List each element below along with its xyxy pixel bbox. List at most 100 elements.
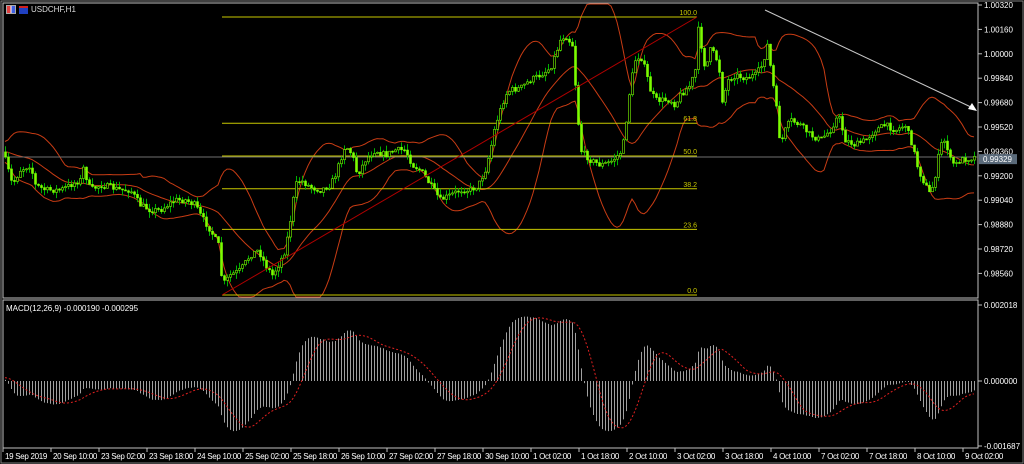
candle — [736, 68, 739, 85]
candle — [913, 144, 916, 155]
candle — [4, 146, 7, 159]
candle — [61, 185, 64, 193]
candle — [934, 175, 937, 192]
time-label: 4 Oct 10:00 — [773, 452, 812, 461]
candle — [178, 194, 181, 205]
candle — [523, 83, 526, 89]
candle — [565, 37, 568, 41]
candle — [136, 189, 139, 203]
candle — [349, 147, 352, 157]
candle — [685, 85, 688, 96]
candle — [28, 163, 31, 173]
price-tick-label: 1.00320 — [984, 1, 1013, 10]
candle — [223, 274, 226, 285]
candle — [961, 156, 964, 164]
candle — [817, 134, 820, 143]
candle — [541, 71, 544, 78]
candle — [763, 59, 766, 72]
candle — [925, 179, 928, 186]
candle — [193, 199, 196, 208]
candle — [415, 163, 418, 172]
time-axis[interactable]: 19 Sep 2019 20 Sep 10:00 23 Sep 02:00 23 Se… — [2, 448, 1004, 461]
price-tick-label: 0.99680 — [984, 99, 1013, 108]
candle — [703, 46, 706, 71]
candle — [364, 161, 367, 171]
candle — [826, 129, 829, 137]
candle — [184, 198, 187, 207]
trend-line[interactable] — [221, 16, 698, 296]
candle — [328, 183, 331, 191]
candle — [253, 251, 256, 258]
candle — [640, 58, 643, 62]
macd-tick-label: 0.002018 — [984, 301, 1018, 310]
candle — [838, 113, 841, 123]
time-label: 9 Oct 02:00 — [965, 452, 1004, 461]
time-label: 20 Sep 10:00 — [53, 452, 98, 461]
candle — [316, 189, 319, 194]
candle — [370, 151, 373, 162]
candle — [778, 101, 781, 139]
candle — [757, 61, 760, 77]
candle — [895, 129, 898, 134]
candle — [100, 181, 103, 193]
candle — [394, 148, 397, 153]
candle — [421, 169, 424, 172]
candle — [367, 151, 370, 165]
candle — [823, 130, 826, 139]
candle — [568, 35, 571, 46]
candle — [718, 55, 721, 77]
candle — [391, 150, 394, 154]
candle — [55, 185, 58, 199]
candle — [610, 157, 613, 165]
candle — [148, 203, 151, 218]
candle — [532, 74, 535, 85]
candle — [676, 101, 679, 108]
candle — [742, 76, 745, 83]
candle — [943, 138, 946, 149]
candle — [322, 187, 325, 197]
candle — [520, 84, 523, 91]
candle — [241, 263, 244, 273]
candle — [553, 51, 556, 74]
candle — [958, 160, 961, 164]
candle — [388, 150, 391, 160]
candle — [931, 181, 934, 193]
price-tick-label: 1.00000 — [984, 50, 1013, 59]
candle — [259, 245, 262, 262]
candle — [463, 187, 466, 195]
candle — [628, 93, 631, 124]
candle — [910, 129, 913, 146]
time-label: 27 Sep 18:00 — [437, 452, 482, 461]
candle — [142, 198, 145, 208]
candle — [508, 90, 511, 96]
candle — [712, 46, 715, 53]
candle — [46, 185, 49, 194]
candle — [607, 159, 610, 167]
candle — [784, 127, 787, 142]
candle — [244, 260, 247, 267]
candle — [613, 153, 616, 167]
time-label: 7 Oct 02:00 — [821, 452, 860, 461]
arrow-line[interactable] — [764, 9, 977, 111]
candle — [247, 255, 250, 264]
candle — [352, 151, 355, 162]
candle — [754, 68, 757, 81]
candle — [307, 182, 310, 187]
price-axis[interactable]: 1.00320 1.00160 1.00000 0.99840 0.99680 0.995… — [978, 1, 1017, 278]
candle — [187, 196, 190, 205]
candle — [442, 194, 445, 200]
fibo-level-label: 23.6 — [683, 222, 697, 229]
candle — [133, 190, 136, 198]
candle — [418, 166, 421, 173]
candle — [337, 161, 340, 182]
candle — [379, 146, 382, 156]
candle — [214, 233, 217, 238]
candle — [679, 87, 682, 105]
candle — [808, 130, 811, 137]
candle — [445, 190, 448, 204]
candle — [604, 160, 607, 164]
candle — [682, 89, 685, 96]
time-label: 27 Sep 02:00 — [389, 452, 434, 461]
candle — [919, 166, 922, 182]
